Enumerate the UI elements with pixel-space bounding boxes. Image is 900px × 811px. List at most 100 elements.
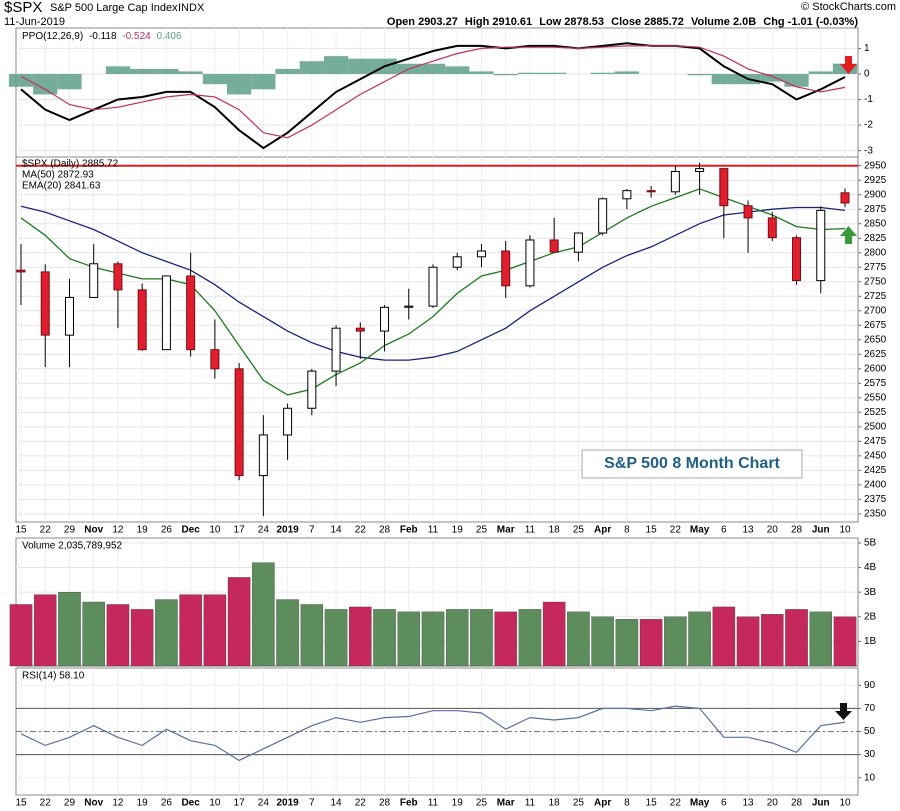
- y-tick-label: 2900: [864, 189, 887, 200]
- credit: © StockCharts.com: [801, 1, 896, 13]
- y-tick-label: 2375: [864, 494, 887, 505]
- x-tick-label: 18: [549, 525, 561, 536]
- x-tick-label: Mar: [497, 525, 515, 536]
- rsi-line: [20, 705, 846, 762]
- histogram-bar: [542, 72, 567, 74]
- y-tick-label: 2575: [864, 378, 887, 389]
- y-tick-label: 2475: [864, 436, 887, 447]
- x-tick-label: 19: [137, 525, 149, 536]
- histogram-bar: [105, 66, 131, 74]
- y-tick-label: 2675: [864, 320, 887, 331]
- y-tick-label: -1: [864, 94, 873, 105]
- candle-body: [743, 205, 753, 219]
- volume-bar: [542, 601, 566, 667]
- volume-bar: [809, 611, 833, 667]
- histogram-bar: [130, 68, 155, 74]
- histogram-bar: [33, 73, 58, 95]
- legend-entry: -0.524: [122, 31, 151, 42]
- x-tick-label: Apr: [594, 798, 611, 809]
- volume-bar: [761, 614, 784, 667]
- ppo-legend: PPO(12,26,9) -0.118 -0.524 0.406: [22, 31, 182, 42]
- volume-bar: [445, 609, 469, 667]
- x-tick-label: 11: [428, 798, 439, 809]
- volume-bar: [58, 592, 81, 667]
- y-tick-label: 90: [864, 680, 876, 691]
- volume-bar: [421, 611, 445, 667]
- candle-body: [598, 198, 608, 234]
- moving-average: [20, 205, 846, 361]
- volume-bar: [106, 604, 130, 667]
- candle-body: [161, 275, 171, 351]
- histogram-bar: [227, 73, 252, 95]
- x-tick-label: 15: [15, 798, 27, 809]
- stat: Chg -1.01 (-0.03%): [763, 16, 858, 28]
- x-tick-label: 20: [767, 798, 779, 809]
- candle-body: [186, 275, 196, 351]
- ppo-line: [20, 45, 846, 139]
- candle-body: [64, 296, 74, 336]
- stat: Open 2903.27: [387, 16, 458, 28]
- y-tick-label: 2850: [864, 218, 887, 229]
- stat: Close 2885.72: [611, 16, 684, 28]
- annotation-box: [581, 449, 803, 479]
- x-tick-label: 22: [670, 525, 682, 536]
- volume-bar: [494, 611, 517, 667]
- candle-body: [428, 266, 438, 307]
- x-tick-label: 11: [525, 798, 536, 809]
- y-tick-label: 2350: [864, 509, 887, 520]
- x-tick-label: 22: [670, 798, 682, 809]
- volume-legend: Volume 2,035,789,952: [22, 541, 123, 552]
- y-tick-label: 2925: [864, 175, 887, 186]
- volume-bar: [203, 594, 227, 667]
- candle-body: [210, 349, 220, 370]
- volume-bar: [179, 594, 202, 667]
- x-tick-label: 19: [452, 798, 464, 809]
- ema-legend: EMA(20) 2841.63: [22, 181, 101, 192]
- x-tick-label: Nov: [84, 798, 103, 809]
- y-tick-label: 2550: [864, 392, 887, 403]
- histogram-bar: [711, 73, 736, 85]
- volume-bar: [688, 611, 711, 667]
- stat: Low 2878.53: [539, 16, 604, 28]
- candle-body: [501, 250, 511, 287]
- y-tick-label: 2825: [864, 233, 887, 244]
- stats: Open 2903.27 High 2910.61 Low 2878.53 Cl…: [387, 16, 858, 28]
- y-tick-label: 2750: [864, 276, 887, 287]
- y-tick-label: 2625: [864, 349, 887, 360]
- x-tick-label: 8: [624, 525, 630, 536]
- candle-body: [452, 256, 462, 268]
- candle-body: [307, 370, 317, 409]
- x-tick-label: 12: [112, 525, 124, 536]
- candle-body: [767, 217, 777, 239]
- moving-average: [20, 188, 846, 396]
- index-name: S&P 500 Large Cap Index: [50, 2, 178, 14]
- volume-bar: [9, 604, 33, 667]
- candle-body: [816, 209, 826, 282]
- histogram-bar: [469, 71, 494, 74]
- volume-bar: [300, 604, 324, 667]
- volume-bar: [324, 609, 348, 667]
- y-tick-label: 2400: [864, 480, 887, 491]
- x-tick-label: 10: [209, 525, 221, 536]
- x-tick-label: 25: [573, 798, 585, 809]
- x-tick-label: 14: [330, 525, 342, 536]
- x-tick-label: May: [690, 798, 710, 809]
- candle-body: [283, 407, 293, 436]
- x-tick-label: 20: [767, 525, 779, 536]
- histogram-bar: [178, 71, 203, 74]
- histogram-bar: [299, 61, 324, 74]
- volume-bar: [664, 616, 687, 667]
- x-tick-label: 17: [234, 525, 246, 536]
- y-tick-label: 2775: [864, 262, 887, 273]
- x-tick-label: 22: [40, 525, 52, 536]
- y-tick-label: 30: [864, 749, 876, 760]
- x-tick-label: 2019: [276, 798, 299, 809]
- ma-legend: MA(50) 2872.93: [22, 170, 94, 181]
- volume-bar: [227, 577, 251, 667]
- x-tick-label: 18: [549, 798, 561, 809]
- x-tick-label: 8: [624, 798, 630, 809]
- down-arrow: [835, 703, 852, 720]
- y-tick-label: 0: [864, 69, 870, 80]
- volume-bar: [639, 619, 663, 667]
- x-tick-label: 15: [646, 798, 658, 809]
